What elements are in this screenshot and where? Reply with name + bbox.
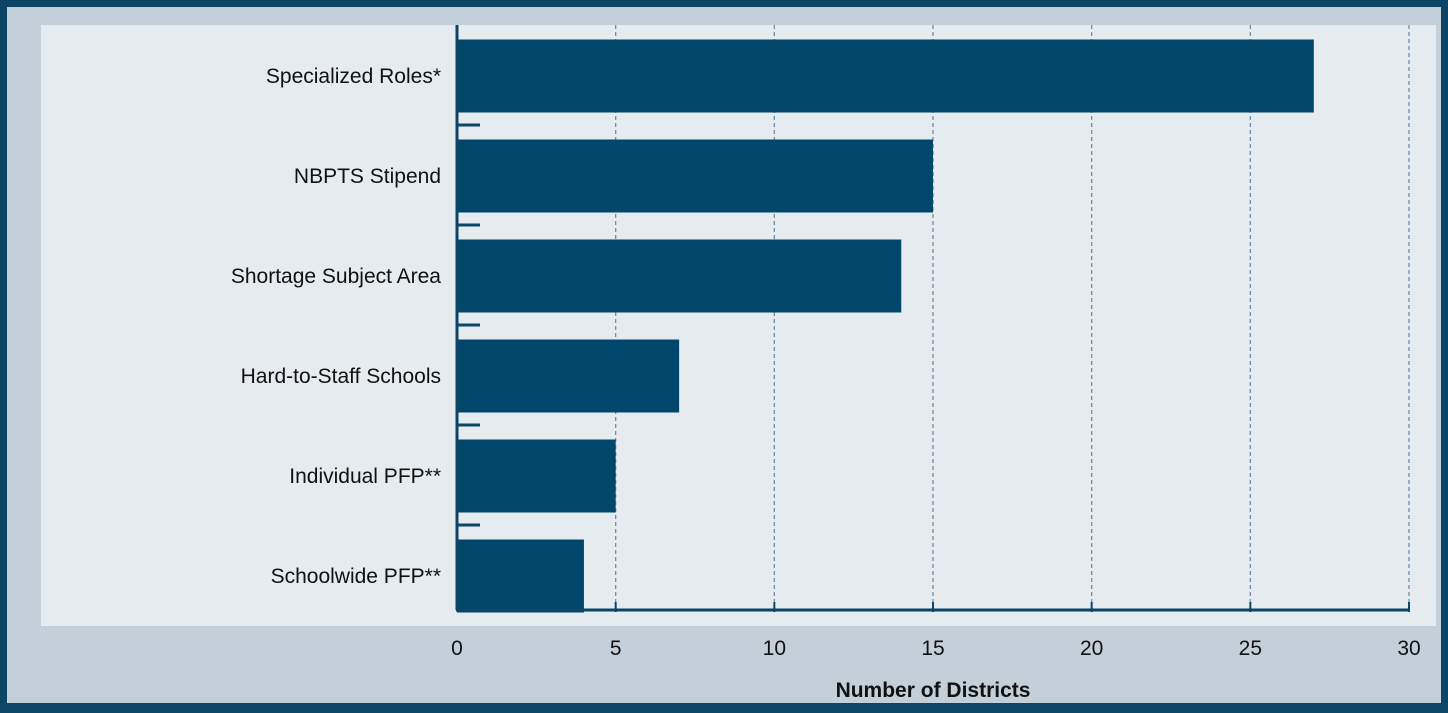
x-tick-label: 15	[921, 637, 944, 660]
x-tick-label: 25	[1239, 637, 1262, 660]
category-label: Individual PFP**	[289, 465, 441, 488]
axes	[455, 25, 1410, 612]
category-label: Specialized Roles*	[266, 65, 441, 88]
x-tick-labels: 0 5 10 15 20 25 30	[451, 637, 1421, 660]
x-tick-label: 20	[1080, 637, 1103, 660]
bar	[457, 439, 616, 513]
bar	[457, 539, 584, 613]
bar	[457, 39, 1314, 113]
x-axis-title: Number of Districts	[836, 679, 1031, 702]
bar	[457, 139, 933, 213]
x-tick-label: 5	[610, 637, 622, 660]
category-label: Hard-to-Staff Schools	[241, 365, 441, 388]
bar	[457, 339, 680, 413]
category-label: Shortage Subject Area	[231, 265, 441, 288]
plot-background	[41, 25, 1436, 626]
category-label: Schoolwide PFP**	[271, 565, 441, 588]
category-labels: Specialized Roles* NBPTS Stipend Shortage …	[231, 65, 441, 588]
x-tick-label: 0	[451, 637, 463, 660]
category-label: NBPTS Stipend	[294, 165, 441, 188]
bar	[457, 239, 902, 313]
x-tick-label: 10	[763, 637, 786, 660]
x-tick-label: 30	[1397, 637, 1420, 660]
bars	[457, 39, 1314, 613]
